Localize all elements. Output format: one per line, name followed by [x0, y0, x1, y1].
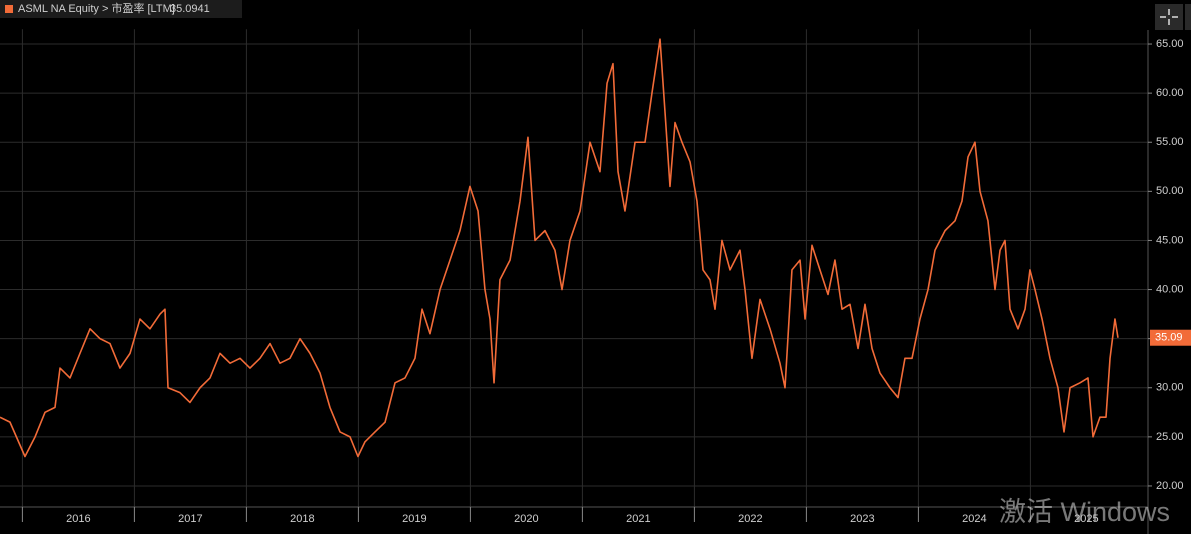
y-tick-label: 25.00	[1156, 431, 1184, 443]
crosshair-icon	[1160, 9, 1178, 25]
x-tick-label: 2020	[514, 513, 538, 525]
y-tick-label: 30.00	[1156, 382, 1184, 394]
grid	[0, 29, 1148, 507]
x-tick-label: 2021	[626, 513, 650, 525]
last-value-box	[1150, 329, 1191, 346]
x-tick-label: 2025	[1074, 513, 1098, 525]
y-tick-label: 65.00	[1156, 38, 1184, 50]
y-tick-label: 45.00	[1156, 234, 1184, 246]
y-tick-label: 40.00	[1156, 283, 1184, 295]
crosshair-button[interactable]	[1155, 4, 1183, 30]
last-value-label: 35.09	[1155, 332, 1183, 344]
plot	[0, 38, 1119, 458]
watermark: 激活 Windows	[999, 497, 1170, 527]
more-button[interactable]	[1185, 4, 1191, 30]
x-tick-label: 2017	[178, 513, 202, 525]
y-tick-label: 60.00	[1156, 87, 1184, 99]
series-line	[0, 38, 1119, 458]
y-tick-label: 55.00	[1156, 136, 1184, 148]
x-tick-label: 2024	[962, 513, 986, 525]
legend-value: 35.0941	[170, 3, 210, 15]
x-tick-label: 2016	[66, 513, 90, 525]
x-tick-label: 2022	[738, 513, 762, 525]
y-tick-label: 50.00	[1156, 185, 1184, 197]
header-bar	[0, 0, 242, 18]
axes: 20.0025.0030.0035.0040.0045.0050.0055.00…	[21, 38, 1191, 525]
x-tick-label: 2019	[402, 513, 426, 525]
y-tick-label: 20.00	[1156, 480, 1184, 492]
x-tick-label: 2023	[850, 513, 874, 525]
x-tick-label: 2018	[290, 513, 314, 525]
legend-label: ASML NA Equity > 市盈率 [LTM]	[18, 1, 175, 15]
legend-swatch	[5, 5, 13, 13]
